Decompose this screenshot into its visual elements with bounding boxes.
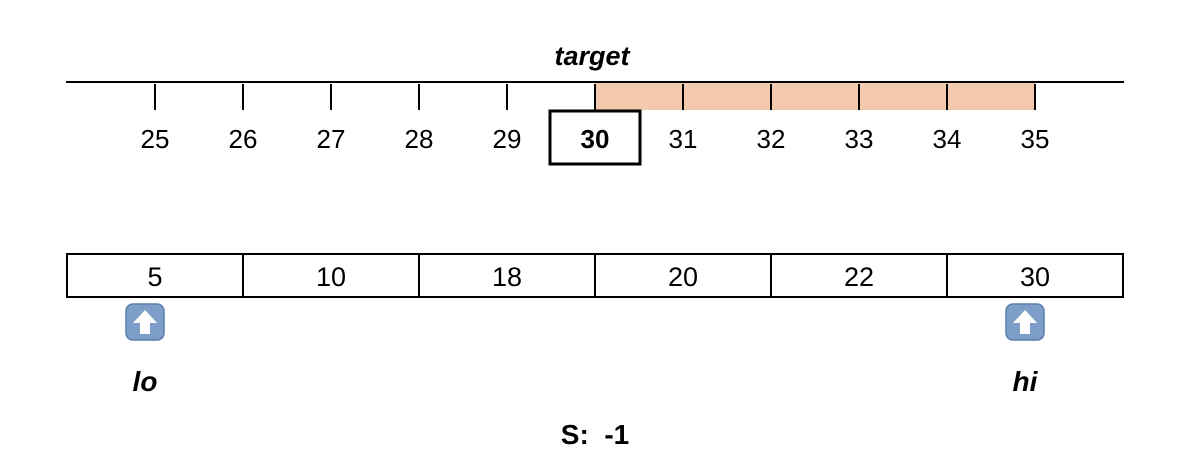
array-cell-value: 10 [316,262,346,292]
tick-label: 26 [229,124,258,154]
tick-label: 27 [317,124,346,154]
tick-label: 28 [405,124,434,154]
target-label: target [554,41,630,71]
pointers: lo hi [125,303,1045,397]
tick-label: 29 [493,124,522,154]
hi-pointer: hi [1005,303,1045,397]
shaded-range [595,83,1035,110]
array-cell [418,253,596,298]
array: 5 10 18 20 22 30 [66,253,1124,298]
lo-label: lo [133,366,158,397]
number-line: 25 26 27 28 29 30 31 32 33 34 35 [66,81,1124,166]
tick-label: 33 [845,124,874,154]
tick-label: 30 [581,124,610,154]
array-cell-value: 5 [147,262,162,292]
array-cell-value: 20 [668,262,698,292]
array-cell-value: 30 [1020,262,1050,292]
array-cell [242,253,420,298]
tick-label: 25 [141,124,170,154]
up-arrow-icon [125,303,165,341]
array-cell [946,253,1124,298]
array-cell [66,253,244,298]
up-arrow-icon [1005,303,1045,341]
tick-label: 32 [757,124,786,154]
hi-label: hi [1013,366,1039,397]
status-text: S: -1 [561,419,629,450]
tick-label: 31 [669,124,698,154]
array-cell-value: 22 [844,262,874,292]
array-cell [594,253,772,298]
tick-label: 35 [1021,124,1050,154]
array-cell-value: 18 [492,262,522,292]
array-cell [770,253,948,298]
target-highlight-box [548,109,642,166]
lo-pointer: lo [125,303,165,397]
tick-label: 34 [933,124,962,154]
